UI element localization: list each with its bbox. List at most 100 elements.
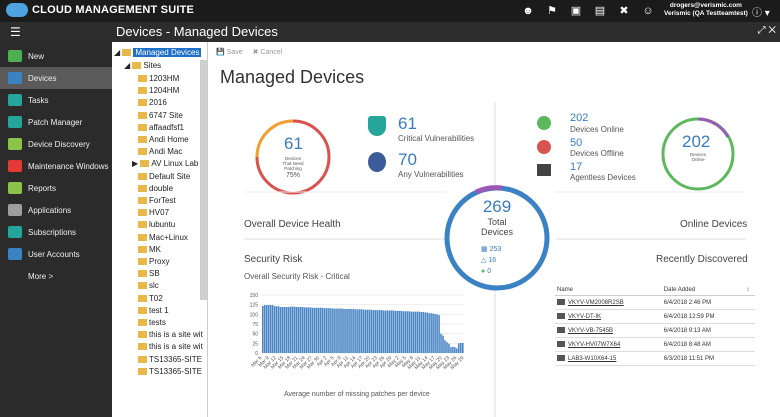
- cancel-button[interactable]: ✖ Cancel: [252, 49, 283, 56]
- info-icon[interactable]: ⓘ ▾: [752, 8, 770, 19]
- device-link[interactable]: VKYV-HV07W7X64: [568, 342, 621, 348]
- tree-site[interactable]: Proxy: [138, 256, 169, 268]
- patch-ring-warning: [255, 119, 294, 158]
- windows-count: 253: [489, 246, 502, 253]
- bar: [442, 335, 444, 353]
- chat-icon[interactable]: ▣: [570, 5, 582, 17]
- table-row[interactable]: VKYV-DT-IK 6/4/2018 12:59 PM: [555, 309, 755, 324]
- sidebar-item-tasks[interactable]: Tasks: [0, 89, 112, 111]
- tree-site[interactable]: Mac+Linux: [138, 232, 188, 244]
- bar: [420, 312, 423, 353]
- col-sort[interactable]: ↕: [744, 285, 755, 296]
- device-link[interactable]: VKYV-VM2008R2SB: [568, 300, 624, 306]
- bar: [341, 308, 343, 353]
- menu-icon[interactable]: ☰: [10, 25, 21, 39]
- tree-site[interactable]: MK: [138, 244, 161, 256]
- folder-icon: [132, 62, 142, 69]
- sidebar-item-user-accounts[interactable]: User Accounts: [0, 243, 112, 265]
- device-link[interactable]: VKYV-DT-IK: [568, 314, 602, 320]
- sidebar-item-device-discovery[interactable]: Device Discovery: [0, 133, 112, 155]
- tree-site[interactable]: affaadfsf1: [138, 122, 184, 134]
- tree-site[interactable]: HV07: [138, 207, 169, 219]
- smiley-icon[interactable]: ☺: [642, 5, 654, 17]
- bar: [460, 342, 462, 353]
- table-row[interactable]: VKYV-VM2008R2SB 6/4/2018 2:46 PM: [555, 295, 755, 310]
- bar: [428, 313, 430, 353]
- tree-site[interactable]: lubuntu: [138, 219, 175, 231]
- window-controls[interactable]: ⤢ ✕: [757, 25, 776, 36]
- user-email: drogers@verismic.com: [669, 2, 742, 9]
- tree-site[interactable]: TS13365-SITE: [138, 354, 202, 366]
- bar: [313, 307, 316, 353]
- tree-site[interactable]: 1203HM: [138, 73, 179, 85]
- bar: [357, 309, 359, 353]
- bar: [285, 306, 288, 353]
- folder-icon: [138, 294, 147, 302]
- virus-icon: [368, 152, 386, 172]
- table-row[interactable]: LAB3-W10X64-15 6/3/2018 11:51 PM: [555, 351, 755, 366]
- agentless-count: 17: [570, 161, 583, 173]
- expand-icon[interactable]: ◢: [124, 61, 133, 70]
- tree-site[interactable]: 2016: [138, 97, 167, 109]
- tree-sites[interactable]: ◢ Sites: [124, 61, 162, 70]
- tree-site[interactable]: ▶ AV Linux Lab: [132, 159, 199, 169]
- folder-icon: [138, 111, 147, 119]
- device-link[interactable]: VKYV-VB-7545B: [568, 328, 614, 334]
- tree-site[interactable]: Andi Home: [138, 134, 189, 146]
- sidebar-item-reports[interactable]: Reports: [0, 177, 112, 199]
- col-date[interactable]: Date Added: [661, 285, 745, 296]
- tree-site[interactable]: Default Site: [138, 171, 190, 183]
- tree-site[interactable]: this is a site wit: [138, 341, 203, 353]
- y-tick-label: 100: [250, 312, 259, 318]
- bar: [343, 308, 345, 353]
- tree-site[interactable]: double: [138, 183, 173, 195]
- sidebar-item-applications[interactable]: Applications: [0, 199, 112, 221]
- user-account[interactable]: drogers@verismic.com Verismic (QA Testte…: [664, 2, 748, 18]
- agentless-label: Agentless Devices: [570, 173, 636, 182]
- bar: [388, 310, 391, 353]
- tag-icon: [8, 226, 22, 238]
- table-row[interactable]: VKYV-HV07W7X64 6/4/2018 8:48 AM: [555, 337, 755, 352]
- col-name[interactable]: Name: [555, 285, 662, 296]
- app-logo[interactable]: CLOUD MANAGEMENT SUITE: [6, 3, 194, 17]
- bar: [462, 342, 464, 353]
- bar: [327, 308, 329, 353]
- tree-root[interactable]: ◢ Managed Devices: [114, 48, 202, 57]
- bar: [398, 310, 401, 353]
- tree-site[interactable]: SB: [138, 268, 160, 280]
- expand-icon[interactable]: ▶: [132, 159, 141, 169]
- tree-site[interactable]: TS13365-SITE: [138, 366, 202, 378]
- x-icon: [8, 160, 22, 172]
- folder-icon: [140, 160, 150, 168]
- sidebar-item-patch-manager[interactable]: Patch Manager: [0, 111, 112, 133]
- sidebar-item-subscriptions[interactable]: Subscriptions: [0, 221, 112, 243]
- sidebar-item-new[interactable]: New: [0, 45, 112, 67]
- expand-icon[interactable]: ◢: [114, 48, 123, 57]
- tree-site[interactable]: 6747 Site: [138, 110, 183, 122]
- folder-icon: [138, 184, 147, 192]
- tree-site[interactable]: ForTest: [138, 195, 176, 207]
- sidebar-item-maintenance-windows[interactable]: Maintenance Windows: [0, 155, 112, 177]
- tree-site[interactable]: slc: [138, 280, 159, 292]
- sidebar-item-devices[interactable]: Devices: [0, 67, 112, 89]
- flag-icon[interactable]: ⚑: [547, 5, 557, 17]
- tree-site[interactable]: 1204HM: [138, 85, 179, 97]
- tree-site[interactable]: test 1: [138, 305, 169, 317]
- tree-scrollbar[interactable]: [200, 60, 207, 300]
- device-link[interactable]: LAB3-W10X64-15: [568, 356, 617, 362]
- chart-caption: Average number of missing patches per de…: [284, 391, 430, 398]
- person-icon[interactable]: ☻: [522, 5, 534, 17]
- tree-site[interactable]: Andi Mac: [138, 146, 182, 158]
- bar: [279, 306, 282, 353]
- table-row[interactable]: VKYV-VB-7545B 6/4/2018 9:13 AM: [555, 323, 755, 338]
- sidebar-item-more[interactable]: More >: [0, 265, 112, 287]
- save-button[interactable]: 💾 Save: [216, 49, 243, 56]
- discovery-icon: [8, 138, 22, 150]
- document-icon[interactable]: ▤: [594, 5, 606, 17]
- tree-site[interactable]: T02: [138, 293, 163, 305]
- bar: [390, 310, 393, 353]
- folder-icon: [138, 148, 147, 156]
- tree-site[interactable]: tests: [138, 317, 166, 329]
- tools-icon[interactable]: ✖: [619, 5, 629, 17]
- tree-site[interactable]: this is a site wit: [138, 329, 203, 341]
